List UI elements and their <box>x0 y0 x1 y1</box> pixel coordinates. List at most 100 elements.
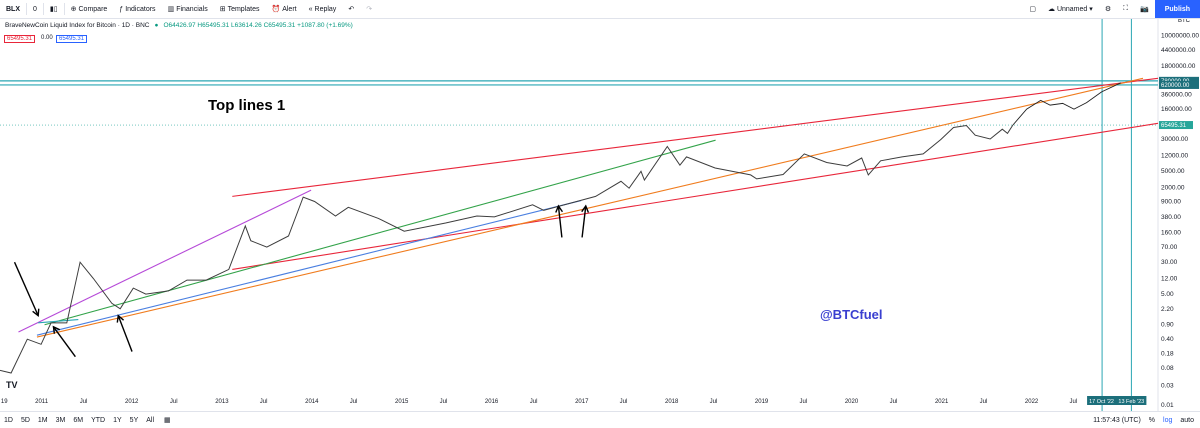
y-tick-label: 12.00 <box>1161 276 1178 283</box>
redo-button[interactable]: ↷ <box>360 0 378 18</box>
current-price-label: 65495.31 <box>1161 123 1187 129</box>
y-tick-label: 0.08 <box>1161 365 1174 372</box>
alarm-icon: ⏰ <box>271 6 281 13</box>
handle-annotation: @BTCfuel <box>820 307 883 322</box>
date-marker-box <box>1116 396 1147 405</box>
y-tick-label: 10000000.00 <box>1161 32 1199 39</box>
trendline-green[interactable] <box>44 139 716 326</box>
financials-button[interactable]: ▥ Financials <box>162 0 214 18</box>
compare-button[interactable]: ⊕ Compare <box>65 0 114 18</box>
interval-button[interactable]: 0 <box>27 0 43 18</box>
alert-label: Alert <box>282 5 297 13</box>
plus-circle-icon: ⊕ <box>70 6 77 13</box>
y-tick-label: 1800000.00 <box>1161 63 1196 70</box>
price-tag-sell[interactable]: 65495.31 <box>4 35 36 43</box>
trendline-red-mid[interactable] <box>232 122 1159 270</box>
price-tag-buy[interactable]: 65495.31 <box>56 35 88 43</box>
x-tick-label: Jul <box>1069 399 1077 405</box>
range-button-5y[interactable]: 5Y <box>129 416 139 424</box>
x-tick-label: Jul <box>440 399 448 405</box>
range-button-ytd[interactable]: YTD <box>91 416 106 424</box>
trendline-purple[interactable] <box>18 189 312 333</box>
x-tick-label: 2013 <box>215 399 229 405</box>
x-tick-label: Jul <box>710 399 718 405</box>
trendline-red-top[interactable] <box>232 77 1159 197</box>
arrow-head <box>32 308 40 317</box>
trendline-teal-short[interactable] <box>38 319 79 324</box>
layout-toggle[interactable]: ▢ <box>1023 0 1042 18</box>
price-chart[interactable]: BTC 10000000.00 4400000.00 1800000.00 360000… <box>0 19 1200 411</box>
x-tick-label: Jul <box>170 399 178 405</box>
camera-icon: 📷 <box>1140 6 1149 13</box>
y-axis-unit: BTC <box>1178 19 1191 24</box>
interval-value: 0 <box>33 5 37 13</box>
y-tick-label: 5000.00 <box>1161 168 1185 175</box>
calendar-icon[interactable]: ▦ <box>164 417 171 424</box>
function-icon: ƒ <box>119 5 124 13</box>
range-button-5d[interactable]: 5D <box>20 416 30 424</box>
range-button-1m[interactable]: 1M <box>37 416 48 424</box>
y-tick-label: 0.03 <box>1161 382 1174 389</box>
projection-path[interactable] <box>1012 82 1121 126</box>
top-toolbar: BLX 0 ▮▯ ⊕ Compare ƒ Indicators ▥ Financial… <box>0 0 1200 19</box>
x-tick-label: Jul <box>350 399 358 405</box>
gear-icon: ⚙ <box>1104 6 1112 13</box>
spread-value: 0.00 <box>39 35 55 41</box>
range-button-3m[interactable]: 3M <box>55 416 66 424</box>
price-label-box <box>1159 121 1193 130</box>
y-tick-label: 2.20 <box>1161 306 1174 313</box>
level-label: 620000.00 <box>1161 83 1190 89</box>
percent-toggle[interactable]: % <box>1148 416 1156 424</box>
range-button-1d[interactable]: 1D <box>4 416 13 424</box>
y-tick-label: 0.90 <box>1161 322 1174 329</box>
range-button-6m[interactable]: 6M <box>73 416 84 424</box>
separator <box>42 3 44 15</box>
annotation-arrow[interactable] <box>117 315 133 352</box>
replay-button[interactable]: «Replay <box>303 0 343 18</box>
undo-button[interactable]: ↶ <box>342 0 360 18</box>
annotation-arrow[interactable] <box>581 205 587 238</box>
bottom-toolbar: 1D 5D 1M 3M 6M YTD 1Y 5Y All ▦ 11:57:43 (UTC) % … <box>0 411 1200 428</box>
publish-button[interactable]: Publish <box>1154 0 1200 18</box>
alert-button[interactable]: ⏰ Alert <box>265 0 302 18</box>
y-tick-label: 160000.00 <box>1161 106 1192 113</box>
fullscreen-button[interactable]: ⛶ <box>1117 0 1134 18</box>
range-button-all[interactable]: All <box>146 416 155 424</box>
template-icon: ⊞ <box>219 6 226 13</box>
square-icon: ▢ <box>1029 6 1036 13</box>
auto-toggle[interactable]: auto <box>1180 416 1194 424</box>
settings-button[interactable]: ⚙ <box>1099 0 1117 18</box>
annotation-arrow[interactable] <box>557 205 563 238</box>
y-tick-label: 4400000.00 <box>1161 47 1196 54</box>
layout-menu[interactable]: ☁ Unnamed ▾ <box>1042 0 1099 18</box>
chart-style-button[interactable]: ▮▯ <box>44 0 64 18</box>
financials-label: Financials <box>176 5 208 13</box>
headline-annotation: Top lines 1 <box>208 97 285 114</box>
candles-icon: ▮▯ <box>49 6 58 13</box>
templates-button[interactable]: ⊞ Templates <box>214 0 266 18</box>
price-series-line <box>0 124 1014 374</box>
undo-icon: ↶ <box>348 6 355 13</box>
range-button-1y[interactable]: 1Y <box>113 416 122 424</box>
x-tick-label: 2018 <box>665 399 679 405</box>
trendline-blue[interactable] <box>36 200 582 336</box>
trendline-orange[interactable] <box>36 77 1144 338</box>
x-tick-label: 2015 <box>395 399 409 405</box>
x-tick-label: 2017 <box>575 399 589 405</box>
annotation-arrow[interactable] <box>52 326 76 358</box>
date-marker-label: 13 Feb '23 <box>1118 399 1144 405</box>
indicators-button[interactable]: ƒ Indicators <box>113 0 161 18</box>
x-tick-label: Jul <box>530 399 538 405</box>
replay-label: Replay <box>314 5 337 13</box>
x-tick-label: Jul <box>800 399 808 405</box>
clock-time: 11:57:43 (UTC) <box>1093 416 1141 424</box>
snapshot-button[interactable]: 📷 <box>1134 0 1155 18</box>
y-tick-label: 0.40 <box>1161 336 1174 343</box>
x-tick-label: Jul <box>260 399 268 405</box>
annotation-arrow[interactable] <box>13 261 39 316</box>
toolbar-right: ▢ ☁ Unnamed ▾ ⚙ ⛶ 📷 Publish <box>1023 0 1200 18</box>
symbol-search[interactable]: BLX <box>0 0 26 18</box>
x-tick-label: 19 <box>1 399 8 405</box>
log-toggle[interactable]: log <box>1163 416 1173 424</box>
arrow-head <box>581 204 590 213</box>
